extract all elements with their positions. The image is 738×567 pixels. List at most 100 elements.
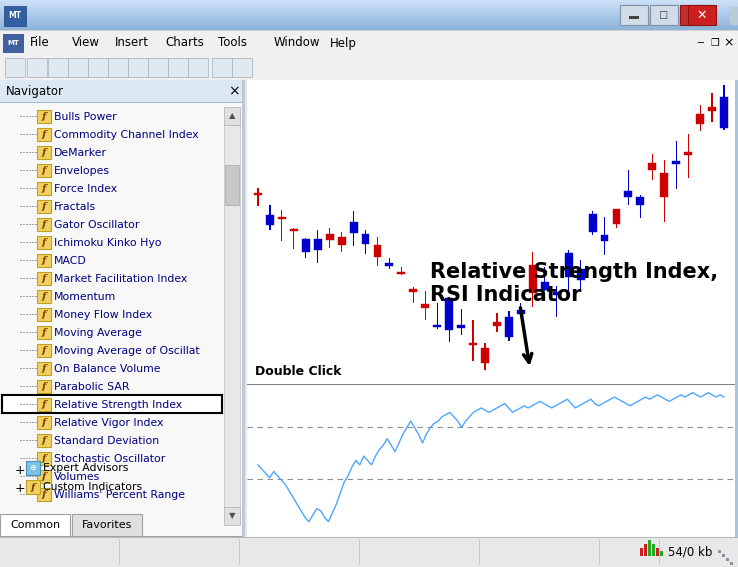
Text: f: f — [42, 148, 46, 157]
Bar — [35, 422, 37, 423]
Bar — [37, 200, 51, 213]
Text: Relative Strength Index,: Relative Strength Index, — [430, 262, 718, 282]
Bar — [37, 110, 51, 123]
Bar — [711, 93, 713, 122]
Bar — [26, 314, 28, 315]
Bar — [688, 134, 689, 177]
Bar — [0, 18, 738, 19]
Bar — [723, 85, 725, 130]
Bar — [656, 548, 659, 556]
Bar — [696, 113, 704, 124]
Bar — [604, 217, 605, 255]
Bar — [247, 384, 735, 385]
Bar — [341, 232, 342, 252]
Bar — [3, 34, 23, 52]
Bar — [32, 458, 34, 459]
Bar — [659, 539, 660, 565]
Text: ×: × — [228, 84, 240, 98]
Bar — [29, 314, 31, 315]
Bar — [29, 170, 31, 171]
Bar — [385, 263, 393, 266]
Bar — [0, 11, 738, 12]
Bar — [0, 19, 738, 20]
Bar — [461, 309, 462, 335]
Bar — [35, 188, 37, 189]
Bar — [20, 368, 22, 369]
Text: Tools: Tools — [218, 36, 247, 49]
Text: +: + — [15, 483, 26, 496]
Bar — [726, 558, 729, 561]
Bar — [0, 1, 738, 2]
Bar — [23, 206, 25, 207]
Text: Insert: Insert — [115, 36, 149, 49]
Bar — [29, 116, 31, 117]
Bar — [722, 554, 725, 557]
Bar — [26, 422, 28, 423]
Bar — [565, 253, 573, 277]
Bar — [26, 278, 28, 279]
Bar — [26, 242, 28, 243]
Bar — [20, 206, 22, 207]
Bar — [0, 80, 242, 537]
Bar — [0, 30, 738, 31]
Bar — [37, 146, 51, 159]
Text: Common: Common — [10, 520, 60, 530]
Bar — [26, 134, 28, 135]
Bar — [493, 322, 501, 326]
Bar — [26, 458, 28, 459]
Bar — [592, 211, 593, 235]
Text: Ichimoku Kinko Hyo: Ichimoku Kinko Hyo — [54, 238, 162, 248]
Bar — [0, 537, 738, 567]
Bar — [599, 539, 600, 565]
Bar — [359, 539, 360, 565]
Bar — [20, 134, 22, 135]
Bar — [0, 10, 738, 11]
Bar — [224, 107, 240, 125]
Bar — [541, 282, 549, 290]
Text: f: f — [42, 220, 46, 229]
Bar — [37, 182, 51, 195]
Bar — [148, 58, 168, 77]
Bar — [32, 314, 34, 315]
Bar — [613, 209, 621, 225]
Bar — [620, 5, 648, 25]
Text: Relative Vigor Index: Relative Vigor Index — [54, 417, 163, 428]
Text: Custom Indicators: Custom Indicators — [43, 482, 142, 492]
Bar — [0, 80, 242, 102]
Bar — [457, 325, 465, 328]
Text: Expert Advisors: Expert Advisors — [43, 463, 128, 473]
Bar — [505, 316, 513, 337]
Bar — [20, 278, 22, 279]
Bar — [1, 539, 119, 565]
Bar — [0, 4, 738, 5]
Text: Double Click: Double Click — [255, 365, 342, 378]
Text: Commodity Channel Index: Commodity Channel Index — [54, 129, 199, 139]
Bar — [472, 320, 474, 361]
Bar — [29, 278, 31, 279]
Bar — [188, 58, 208, 77]
Bar — [0, 7, 738, 8]
Bar — [481, 539, 599, 565]
Bar — [26, 332, 28, 333]
Bar — [20, 188, 22, 189]
Bar — [72, 514, 142, 536]
Bar — [29, 206, 31, 207]
Bar — [317, 230, 318, 263]
Bar — [26, 260, 28, 261]
Bar — [37, 470, 51, 483]
Text: Bulls Power: Bulls Power — [54, 112, 117, 121]
Bar — [0, 8, 738, 9]
Bar — [329, 229, 331, 248]
Text: On Balance Volume: On Balance Volume — [54, 363, 160, 374]
Bar — [636, 197, 644, 205]
Bar — [254, 193, 262, 194]
Bar — [0, 21, 738, 22]
Bar — [26, 152, 28, 153]
Bar — [37, 452, 51, 465]
Bar — [26, 188, 28, 189]
Bar — [601, 539, 659, 565]
Text: Money Flow Index: Money Flow Index — [54, 310, 152, 319]
Bar — [0, 55, 738, 80]
Bar — [32, 404, 34, 405]
Text: f: f — [42, 274, 46, 283]
